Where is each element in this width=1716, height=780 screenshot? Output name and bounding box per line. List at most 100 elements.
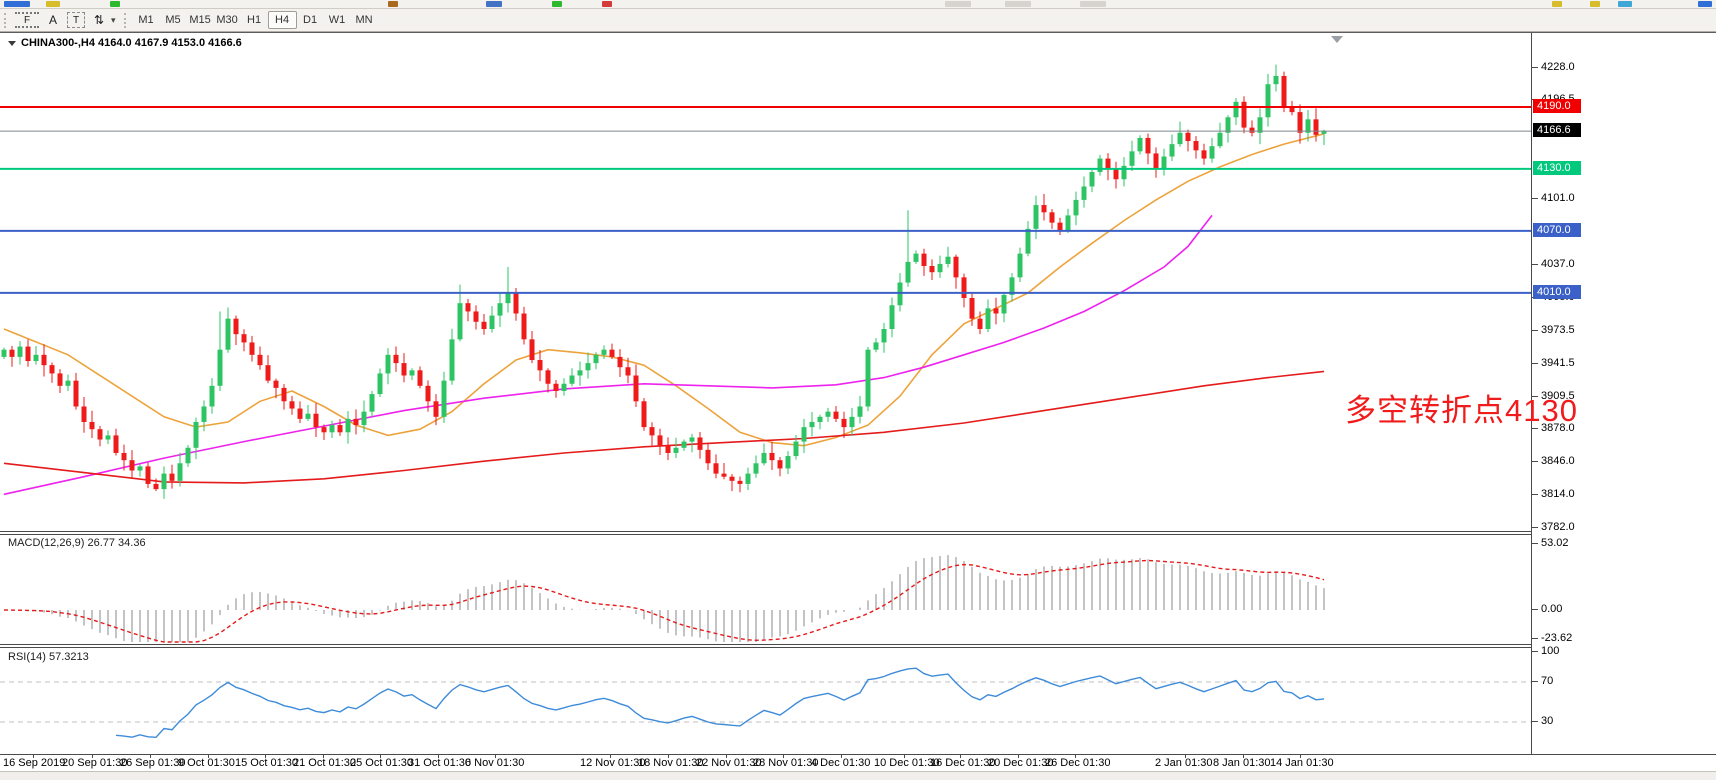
panel-splitter-rsi[interactable] bbox=[0, 644, 1531, 648]
price-tick-3909.5: 3909.5 bbox=[1532, 390, 1575, 402]
clipped-toolbar-icon bbox=[4, 1, 30, 7]
date-tick-mark bbox=[668, 754, 669, 758]
date-tick-mark bbox=[726, 754, 727, 758]
date-tick-label: 20 Dec 01:30 bbox=[988, 757, 1054, 769]
chart-window bbox=[0, 32, 1716, 780]
date-tick-mark bbox=[841, 754, 842, 758]
price-tick-3814.0: 3814.0 bbox=[1532, 488, 1575, 500]
date-tick-label: 16 Sep 2019 bbox=[3, 757, 66, 769]
clipped-toolbar-icon bbox=[602, 1, 612, 7]
price-axis-border bbox=[1531, 33, 1532, 754]
date-tick-label: 26 Sep 01:30 bbox=[120, 757, 186, 769]
date-tick-mark bbox=[33, 754, 34, 758]
price-tick-4037.0: 4037.0 bbox=[1532, 258, 1575, 270]
price-tick-3973.5: 3973.5 bbox=[1532, 324, 1575, 336]
ma-slow-red bbox=[3, 370, 1325, 484]
date-tick-mark bbox=[92, 754, 93, 758]
timeframe-group: M1 M5 M15 M30 H1 H4 D1 W1 MN bbox=[133, 11, 378, 29]
toolbar: F A T ⇅ ▾ M1 M5 M15 M30 H1 H4 D1 W1 MN bbox=[0, 9, 1716, 32]
chart-title: CHINA300-,H4 4164.0 4167.9 4153.0 4166.6 bbox=[8, 37, 242, 49]
macd-histogram bbox=[11, 555, 1325, 642]
toolbar-grip[interactable] bbox=[123, 12, 130, 28]
date-tick-label: 21 Oct 01:30 bbox=[293, 757, 356, 769]
price-tick-3878.0: 3878.0 bbox=[1532, 422, 1575, 434]
price-tick-4101.0: 4101.0 bbox=[1532, 192, 1575, 204]
date-axis-border bbox=[0, 754, 1716, 755]
panel-splitter-macd[interactable] bbox=[0, 531, 1531, 535]
timeframe-button-d1[interactable]: D1 bbox=[303, 14, 318, 26]
moving-averages bbox=[3, 133, 1325, 496]
clipped-toolbar-icon bbox=[110, 1, 120, 7]
date-tick-label: 15 Oct 01:30 bbox=[235, 757, 298, 769]
clipped-toolbar-icon bbox=[388, 1, 398, 7]
chart-shift-marker-icon[interactable] bbox=[1331, 36, 1343, 43]
indicator-tick-100: 100 bbox=[1531, 645, 1560, 657]
date-tick-label: 6 Nov 01:30 bbox=[465, 757, 525, 769]
date-tick-label: 10 Dec 01:30 bbox=[874, 757, 940, 769]
window-bottom-edge bbox=[0, 771, 1716, 780]
timeframe-button-h4[interactable]: H4 bbox=[267, 11, 297, 29]
price-label-4190.0: 4190.0 bbox=[1533, 99, 1581, 113]
clipped-toolbar-icon bbox=[1552, 1, 1562, 7]
price-tick-4228.0: 4228.0 bbox=[1532, 61, 1575, 73]
timeframe-button-m15[interactable]: M15 bbox=[189, 14, 211, 26]
date-tick-mark bbox=[208, 754, 209, 758]
arrows-icon[interactable]: ⇅ bbox=[93, 13, 105, 27]
collapse-triangle-icon[interactable] bbox=[8, 41, 16, 46]
clipped-toolbar-icon bbox=[1080, 1, 1106, 7]
chart-text-annotation[interactable]: 多空转折点4130 bbox=[1345, 393, 1578, 428]
date-tick-mark bbox=[610, 754, 611, 758]
date-tick-mark bbox=[265, 754, 266, 758]
text-tool-icon[interactable]: A bbox=[48, 13, 57, 27]
price-label-4010.0: 4010.0 bbox=[1533, 285, 1581, 299]
timeframe-button-w1[interactable]: W1 bbox=[328, 14, 346, 26]
date-tick-label: 18 Nov 01:30 bbox=[638, 757, 704, 769]
date-tick-mark bbox=[150, 754, 151, 758]
price-tick-3782.0: 3782.0 bbox=[1532, 521, 1575, 533]
arrows-dropdown-icon[interactable]: ▾ bbox=[111, 14, 116, 25]
date-tick-label: 22 Nov 01:30 bbox=[696, 757, 762, 769]
date-tick-label: 20 Sep 01:30 bbox=[62, 757, 128, 769]
timeframe-button-mn[interactable]: MN bbox=[355, 14, 373, 26]
timeframe-button-m5[interactable]: M5 bbox=[165, 14, 181, 26]
date-tick-label: 26 Dec 01:30 bbox=[1045, 757, 1111, 769]
fibonacci-icon[interactable]: F bbox=[15, 12, 39, 28]
date-tick-label: 9 Oct 01:30 bbox=[178, 757, 235, 769]
date-tick-label: 4 Dec 01:30 bbox=[811, 757, 871, 769]
clipped-toolbar-icon bbox=[552, 1, 562, 7]
date-tick-mark bbox=[438, 754, 439, 758]
date-tick-label: 28 Nov 01:30 bbox=[753, 757, 819, 769]
clipped-toolbar-icon bbox=[945, 1, 971, 7]
date-tick-mark bbox=[1243, 754, 1244, 758]
text-label-icon[interactable]: T bbox=[67, 12, 85, 28]
indicator-tick--23.62: -23.62 bbox=[1531, 632, 1573, 644]
date-tick-mark bbox=[1300, 754, 1301, 758]
clipped-toolbar-icon bbox=[1618, 1, 1632, 7]
date-tick-label: 14 Jan 01:30 bbox=[1270, 757, 1334, 769]
date-tick-label: 25 Oct 01:30 bbox=[350, 757, 413, 769]
indicator-tick-70: 70 bbox=[1531, 675, 1554, 687]
timeframe-button-m30[interactable]: M30 bbox=[216, 14, 238, 26]
date-tick-mark bbox=[1185, 754, 1186, 758]
price-label-4166.6: 4166.6 bbox=[1533, 123, 1581, 137]
price-tick-3846.0: 3846.0 bbox=[1532, 455, 1575, 467]
ma-mid-magenta bbox=[3, 214, 1213, 496]
chart-title-text: CHINA300-,H4 4164.0 4167.9 4153.0 4166.6 bbox=[21, 37, 242, 49]
date-tick-label: 12 Nov 01:30 bbox=[580, 757, 646, 769]
date-tick-mark bbox=[1018, 754, 1019, 758]
date-tick-mark bbox=[960, 754, 961, 758]
date-tick-mark bbox=[323, 754, 324, 758]
indicator-tick-30: 30 bbox=[1531, 715, 1554, 727]
date-tick-label: 31 Oct 01:30 bbox=[408, 757, 471, 769]
price-tick-3941.5: 3941.5 bbox=[1532, 357, 1575, 369]
date-tick-mark bbox=[783, 754, 784, 758]
clipped-toolbar-strip bbox=[0, 0, 1716, 9]
toolbar-grip[interactable] bbox=[4, 12, 10, 28]
timeframe-button-h1[interactable]: H1 bbox=[247, 14, 262, 26]
timeframe-button-m1[interactable]: M1 bbox=[138, 14, 154, 26]
rsi-line bbox=[115, 667, 1325, 739]
clipped-toolbar-icon bbox=[46, 1, 60, 7]
macd-signal-line bbox=[3, 559, 1325, 643]
indicator-tick-53.02: 53.02 bbox=[1532, 537, 1569, 549]
date-tick-mark bbox=[495, 754, 496, 758]
